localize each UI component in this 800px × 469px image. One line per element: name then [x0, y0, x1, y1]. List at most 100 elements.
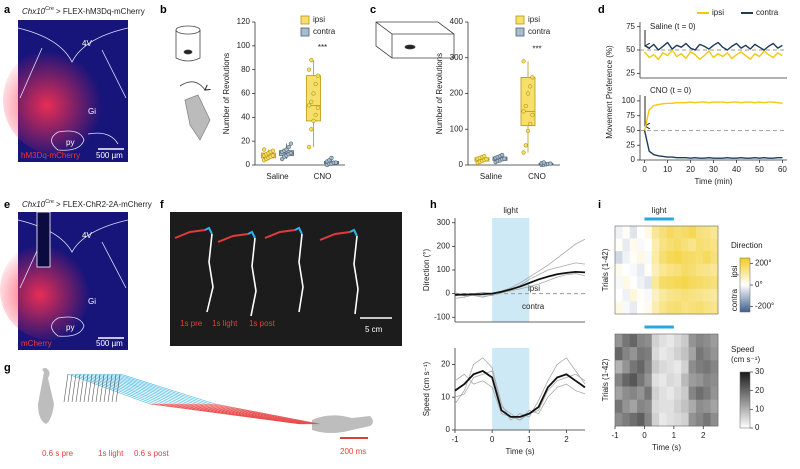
- legend-label: contra: [756, 8, 779, 17]
- light-vector: [95, 373, 186, 405]
- heatmap-cell: [615, 386, 623, 401]
- pre-vector: [107, 373, 113, 403]
- point: [521, 59, 526, 64]
- heatmap-cell: [622, 288, 631, 302]
- light-vector: [71, 373, 156, 405]
- heatmap-cell: [673, 226, 682, 239]
- y-tick-label: 60: [241, 89, 250, 98]
- annotation: contra: [522, 302, 545, 311]
- y-axis-label: Trials (1-42): [601, 248, 610, 291]
- pre-vector: [67, 373, 73, 403]
- annotation: ipsi: [528, 284, 540, 293]
- heatmap-cell: [622, 276, 631, 290]
- light-shade: [492, 218, 530, 322]
- heatmap-cell: [659, 288, 667, 302]
- y-tick-label: 50: [626, 126, 635, 135]
- y-axis-label: Trials (1-42): [601, 358, 610, 401]
- trajectory-diagram: [38, 368, 373, 439]
- point: [482, 153, 487, 159]
- heatmap-cell: [659, 347, 667, 361]
- heatmap-cell: [659, 399, 667, 414]
- series-line: [454, 273, 586, 297]
- trajectory-post: [353, 235, 359, 315]
- heatmap-cell: [695, 347, 704, 361]
- heatmap-cell: [651, 238, 660, 252]
- heatmap-cell: [673, 373, 682, 387]
- region-label: Gi: [88, 107, 96, 116]
- panel-label: e: [4, 199, 10, 211]
- heatmap-cell: [666, 226, 675, 239]
- heatmap-cell: [703, 226, 711, 239]
- heatmap-cell: [688, 386, 697, 401]
- y-tick-label: 200: [437, 241, 451, 250]
- heatmap-cell: [659, 263, 667, 277]
- heatmap-cell: [622, 360, 631, 374]
- point: [502, 156, 507, 161]
- heatmap-cell: [644, 263, 653, 277]
- box: [520, 77, 536, 127]
- region-label: py: [66, 323, 74, 332]
- heatmap-cell: [710, 347, 719, 361]
- heatmap-cell: [622, 334, 631, 348]
- genotype: Chx10: [22, 7, 46, 16]
- heatmap-cell: [629, 399, 638, 414]
- y-tick-label: 20: [441, 360, 450, 369]
- light-vector: [91, 373, 181, 405]
- point: [307, 103, 312, 108]
- y-tick-label: 25: [626, 68, 635, 77]
- legend-label: ipsi: [712, 8, 724, 17]
- colorbar-tick-label: 20: [755, 386, 764, 395]
- y-tick-label: 400: [450, 17, 464, 26]
- heatmap-cell: [629, 238, 638, 252]
- trajectory-pre: [217, 233, 249, 243]
- y-tick-label: 300: [450, 53, 464, 62]
- heatmap-cell: [688, 226, 697, 239]
- heatmap-cell: [659, 373, 667, 387]
- mouse-body: [184, 94, 211, 141]
- heatmap-cell: [681, 360, 689, 374]
- region-outline: [17, 219, 129, 337]
- pre-vector: [91, 373, 97, 403]
- heatmap-cell: [629, 360, 638, 374]
- stain-label: mCherry: [21, 339, 52, 348]
- heatmap-cell: [688, 301, 697, 315]
- y-tick-label: 0: [446, 425, 451, 434]
- x-tick-label: 50: [755, 165, 764, 174]
- colorbar-annotation: ipsi: [730, 265, 739, 277]
- heatmap-cell: [629, 334, 638, 348]
- x-tick-label: -1: [611, 431, 619, 440]
- series-line: [454, 270, 586, 296]
- heatmap-cell: [681, 373, 689, 387]
- heatmap-cell: [673, 288, 682, 302]
- heatmap-cell: [637, 301, 645, 315]
- y-axis-label: Movement Preference (%): [605, 45, 614, 139]
- heatmap-cell: [688, 347, 697, 361]
- post-vector: [194, 403, 314, 425]
- point: [286, 145, 291, 150]
- point: [523, 143, 528, 148]
- heatmap-cell: [681, 386, 689, 401]
- panel-label: d: [598, 4, 605, 16]
- heatmap-cell: [659, 412, 667, 427]
- heatmap-cell: [629, 276, 638, 290]
- heatmap-cell: [666, 276, 675, 290]
- point: [523, 103, 528, 109]
- heatmap-cell: [703, 360, 711, 374]
- heatmap-cell: [615, 347, 623, 361]
- point: [525, 128, 531, 134]
- heatmap-cell: [622, 251, 631, 265]
- heatmap-cell: [710, 288, 719, 302]
- y-tick-label: 40: [241, 112, 250, 121]
- post-vector: [174, 403, 308, 425]
- post-vector: [214, 403, 320, 425]
- x-tick-label: CNO: [528, 172, 546, 181]
- heatmap-cell: [710, 373, 719, 387]
- heatmap-cell: [710, 226, 719, 239]
- x-tick-label: 2: [564, 435, 569, 444]
- epoch-label: 1s light: [212, 319, 238, 328]
- heatmap-cell: [703, 347, 711, 361]
- heatmap-cell: [629, 226, 638, 239]
- heatmap-cell: [615, 399, 623, 414]
- heatmap-cell: [681, 334, 689, 348]
- heatmap-cell: [629, 263, 638, 277]
